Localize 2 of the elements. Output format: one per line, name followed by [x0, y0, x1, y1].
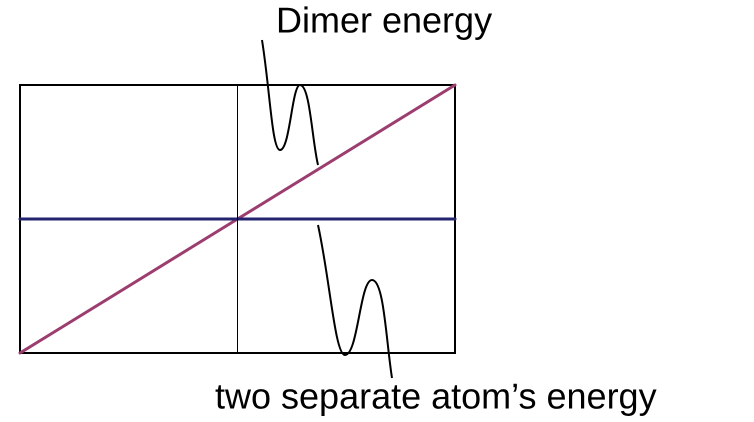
text: Dimer energy — [276, 0, 492, 40]
text: two separate atom’s energy — [215, 376, 657, 416]
